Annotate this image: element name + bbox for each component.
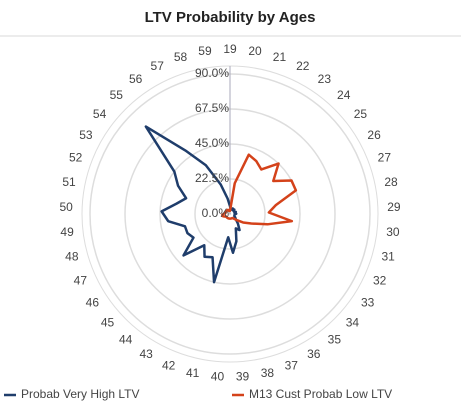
angle-label: 36 (307, 347, 321, 361)
angle-label: 25 (354, 107, 368, 121)
angle-label: 27 (378, 151, 392, 165)
legend-label: Probab Very High LTV (21, 387, 140, 401)
angle-label: 48 (65, 250, 79, 264)
angle-label: 45 (101, 315, 115, 329)
angle-label: 30 (386, 225, 400, 239)
angle-label: 21 (273, 50, 287, 64)
angle-label: 49 (60, 225, 74, 239)
angle-label: 59 (198, 44, 212, 58)
angle-label: 57 (151, 59, 165, 73)
y-tick-label: 90.0% (195, 66, 229, 80)
angle-label: 23 (318, 72, 332, 86)
angle-label: 19 (223, 42, 237, 56)
angle-label: 38 (261, 366, 275, 380)
angle-label: 29 (387, 200, 401, 214)
angle-label: 34 (346, 315, 360, 329)
angle-label: 26 (367, 128, 381, 142)
angle-label: 46 (86, 295, 100, 309)
angle-label: 41 (186, 366, 200, 380)
legend-label: M13 Cust Probab Low LTV (249, 387, 392, 401)
angle-label: 43 (140, 347, 154, 361)
angle-label: 40 (211, 370, 225, 384)
angle-label: 22 (296, 59, 310, 73)
chart-title: LTV Probability by Ages (145, 9, 316, 26)
angle-label: 50 (59, 200, 73, 214)
series-line (144, 125, 241, 284)
angle-label: 42 (162, 358, 176, 372)
angle-label: 39 (236, 370, 250, 384)
y-tick-label: 45.0% (195, 136, 229, 150)
angle-label: 44 (119, 333, 133, 347)
angle-label: 51 (62, 175, 76, 189)
angle-label: 54 (93, 107, 107, 121)
angle-label: 32 (373, 273, 387, 287)
angle-label: 35 (328, 333, 342, 347)
y-tick-label: 0.0% (202, 206, 230, 220)
angle-label: 33 (361, 295, 375, 309)
angle-label: 28 (384, 175, 398, 189)
angle-label: 56 (129, 72, 143, 86)
angle-label: 31 (381, 250, 395, 264)
y-tick-label: 67.5% (195, 101, 229, 115)
series-line (221, 153, 298, 226)
angle-label: 47 (74, 273, 88, 287)
angle-label: 20 (248, 44, 262, 58)
angle-label: 53 (79, 128, 93, 142)
angle-label: 24 (337, 88, 351, 102)
angle-label: 37 (285, 358, 299, 372)
y-tick-label: 22.5% (195, 171, 229, 185)
angle-label: 55 (110, 88, 124, 102)
angle-label: 58 (174, 50, 188, 64)
angle-label: 52 (69, 151, 83, 165)
